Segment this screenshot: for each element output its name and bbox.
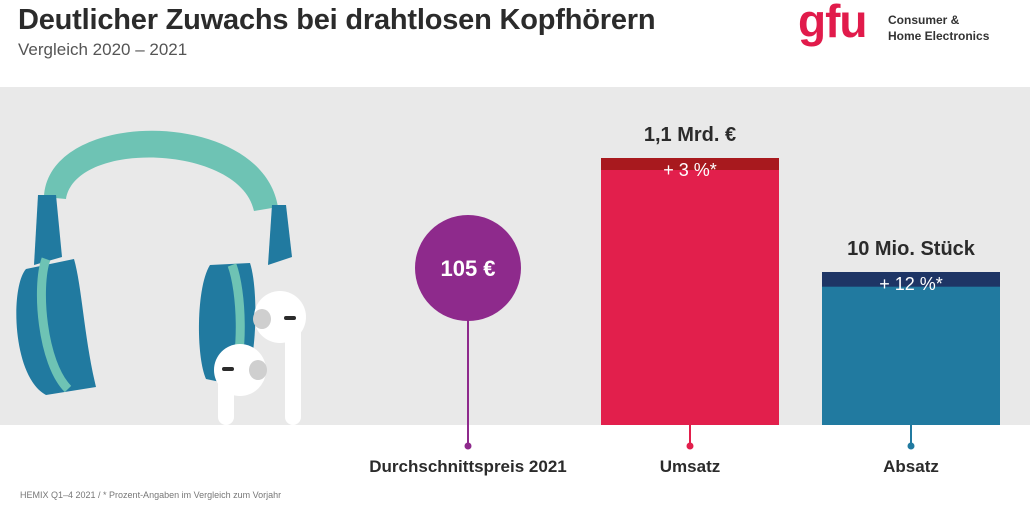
price-value-label: 105 € <box>440 256 495 281</box>
gfu-logo: gfu Consumer & Home Electronics <box>798 0 1018 50</box>
absatz-axis-dot <box>907 442 915 450</box>
price-axis-dot <box>464 442 472 450</box>
umsatz-change-label: + 3 %* <box>663 160 717 180</box>
page-title: Deutlicher Zuwachs bei drahtlosen Kopfhö… <box>18 4 656 36</box>
umsatz-bar <box>601 158 779 425</box>
absatz-change-label: + 12 %* <box>879 274 943 294</box>
logo-tagline-line2: Home Electronics <box>888 29 990 43</box>
earbuds-icon <box>214 291 306 425</box>
headphones-illustration <box>16 130 306 425</box>
absatz-increase-segment <box>822 272 1000 287</box>
absatz-bar <box>822 272 1000 425</box>
absatz-value-label: 10 Mio. Stück <box>847 238 976 260</box>
umsatz-axis-dot <box>686 442 694 450</box>
umsatz-increase-segment <box>601 158 779 170</box>
absatz-category-label: Absatz <box>883 457 939 476</box>
umsatz-category-label: Umsatz <box>660 457 720 476</box>
page-subtitle: Vergleich 2020 – 2021 <box>18 40 188 59</box>
footnote: HEMIX Q1–4 2021 / * Prozent-Angaben im V… <box>20 490 282 500</box>
logo-wordmark: gfu <box>798 0 868 47</box>
price-circle <box>415 215 521 321</box>
over-ear-headphones-icon <box>16 130 292 395</box>
price-category-label: Durchschnittspreis 2021 <box>369 457 566 476</box>
umsatz-value-label: 1,1 Mrd. € <box>644 124 736 146</box>
logo-tagline-line1: Consumer & <box>888 13 960 27</box>
